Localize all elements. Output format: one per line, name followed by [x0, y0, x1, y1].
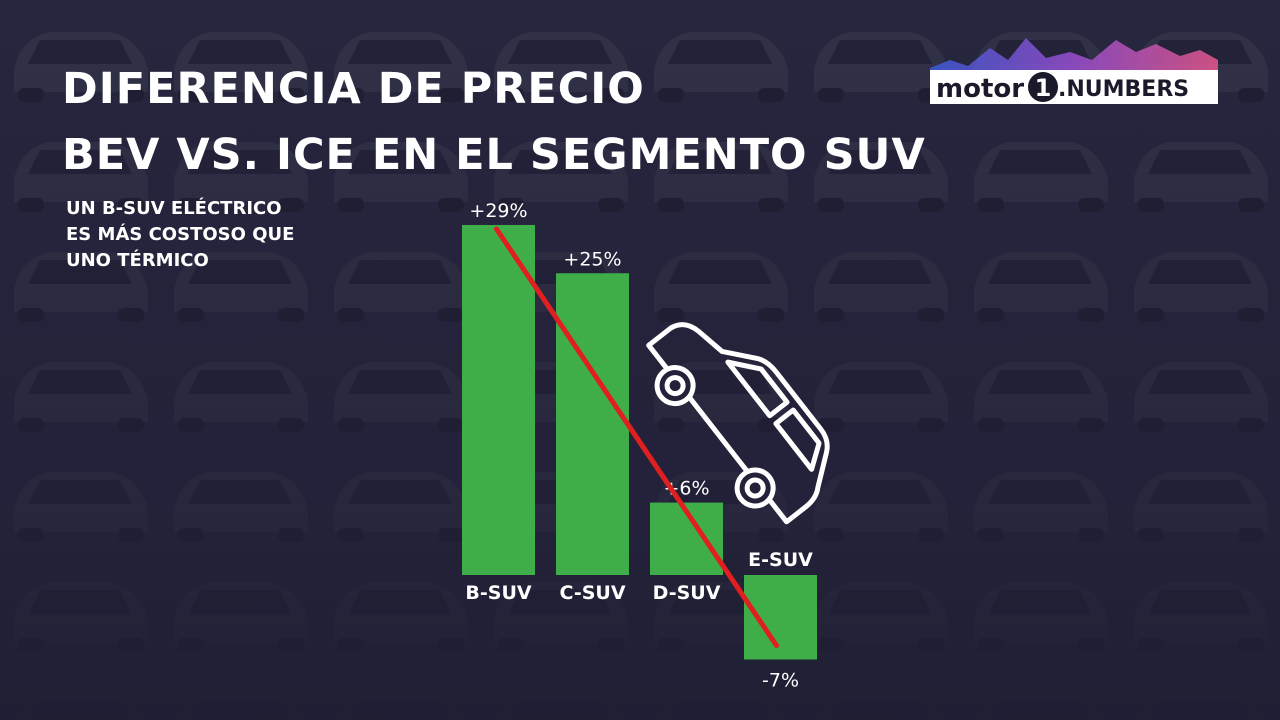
chart-title: DIFERENCIA DE PRECIO BEV VS. ICE EN EL S… [62, 56, 926, 188]
chart-title-line2: BEV VS. ICE EN EL SEGMENTO SUV [62, 130, 926, 180]
bar-b-suv [462, 224, 535, 575]
value-label-b-suv: +29% [469, 200, 527, 222]
bar-c-suv [556, 273, 629, 575]
logo-one-circle-icon [1028, 72, 1058, 102]
car-outline-icon [646, 322, 830, 525]
logo-word-motor: motor [936, 74, 1024, 104]
annotation-line2: ES MÁS COSTOSO QUE [66, 224, 295, 245]
value-label-c-suv: +25% [563, 248, 621, 270]
annotation-line3: UNO TÉRMICO [66, 250, 209, 271]
trend-line [494, 226, 779, 648]
annotation-line1: UN B-SUV ELÉCTRICO [66, 198, 282, 219]
category-label-b-suv: B-SUV [465, 582, 531, 604]
category-label-c-suv: C-SUV [559, 582, 625, 604]
category-label-e-suv: E-SUV [748, 549, 813, 571]
category-label-d-suv: D-SUV [653, 582, 721, 604]
chart-title-line1: DIFERENCIA DE PRECIO [62, 64, 645, 114]
value-label-e-suv: -7% [762, 669, 799, 691]
logo-word-numbers: .NUMBERS [1058, 77, 1189, 102]
motor1-numbers-logo: motor 1 .NUMBERS [930, 38, 1218, 104]
logo-word-one: 1 [1035, 74, 1052, 102]
chart-annotation: UN B-SUV ELÉCTRICO ES MÁS COSTOSO QUE UN… [66, 196, 294, 274]
